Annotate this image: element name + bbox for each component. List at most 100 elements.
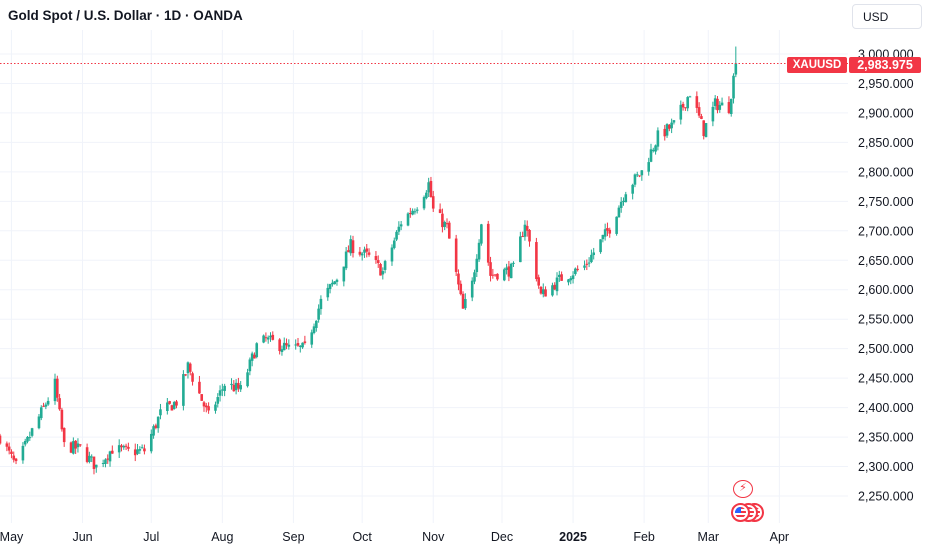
candle-body: [282, 342, 286, 351]
candle-body: [702, 120, 706, 137]
candle: [631, 183, 634, 200]
candle-body: [365, 248, 369, 252]
candle: [106, 454, 110, 464]
candle-body: [551, 285, 554, 296]
candle-body: [411, 210, 414, 215]
candle: [567, 278, 570, 286]
candle-body: [592, 252, 595, 256]
candle-body: [688, 96, 692, 98]
candle: [603, 223, 607, 241]
candle: [489, 256, 492, 282]
candle-body: [37, 416, 41, 429]
candle: [285, 338, 288, 350]
candle-body: [679, 104, 683, 120]
candle-body: [216, 397, 220, 404]
candle-body: [537, 277, 540, 286]
candle-body: [335, 279, 339, 282]
candle-body: [124, 445, 128, 447]
candle: [480, 223, 483, 246]
candle: [713, 95, 717, 110]
candle: [280, 345, 284, 356]
candle: [413, 208, 417, 215]
candle-body: [681, 103, 685, 108]
candle-body: [571, 275, 575, 280]
candle: [60, 407, 64, 432]
candle: [381, 267, 385, 280]
economic-events-flags[interactable]: [729, 503, 771, 523]
candle-series: [0, 46, 738, 475]
x-tick-label: 2025: [559, 530, 587, 544]
candle: [447, 220, 451, 239]
candle-body: [415, 209, 419, 211]
candle: [85, 443, 89, 464]
candle-body: [727, 102, 731, 113]
candle-body: [422, 197, 426, 209]
candle: [124, 443, 128, 451]
candle-body: [665, 124, 669, 136]
candle-body: [271, 334, 275, 340]
candle: [425, 190, 428, 200]
candle: [136, 443, 139, 456]
candle: [615, 216, 618, 236]
candle-body: [156, 416, 160, 429]
x-tick-label: Jul: [143, 530, 159, 544]
candle-body: [214, 404, 217, 411]
candle: [188, 362, 192, 376]
candle: [328, 283, 332, 294]
candle: [537, 274, 540, 289]
candle-body: [255, 343, 259, 358]
candle: [108, 450, 112, 467]
candle-body: [200, 394, 204, 401]
candle-body: [221, 389, 224, 391]
candle: [53, 373, 57, 405]
candle-body: [635, 174, 639, 176]
lightning-icon[interactable]: ⚡: [733, 480, 753, 498]
candle-body: [78, 444, 82, 446]
candle: [457, 269, 460, 291]
candle: [14, 457, 18, 465]
x-tick-label: Dec: [491, 530, 513, 544]
candle-body: [544, 289, 547, 297]
candle: [278, 338, 281, 355]
candle: [379, 262, 382, 276]
chart-grid: [0, 30, 848, 523]
candle-body: [640, 170, 644, 176]
candle-body: [253, 354, 256, 359]
candle-body: [317, 308, 320, 320]
candle-body: [429, 180, 433, 198]
candle-body: [60, 409, 64, 430]
candle-body: [502, 269, 506, 281]
candle-body: [239, 385, 242, 390]
candle-body: [587, 262, 591, 264]
candle: [493, 274, 497, 277]
candle-body: [615, 216, 618, 234]
candle: [663, 124, 667, 141]
currency-selector[interactable]: USD: [852, 4, 922, 29]
candle: [732, 73, 735, 104]
candle: [365, 243, 369, 258]
y-tick-label: 2,900.000: [858, 106, 914, 120]
us-flag-icon[interactable]: [731, 503, 750, 522]
candle: [700, 113, 703, 120]
candle-body: [207, 406, 210, 411]
candle-body: [590, 254, 593, 263]
candle: [39, 405, 43, 421]
x-tick-label: May: [0, 530, 24, 544]
y-tick-label: 2,650.000: [858, 254, 914, 268]
candle: [120, 443, 123, 452]
candle: [358, 247, 362, 257]
candle-body: [617, 207, 621, 218]
candle-body: [464, 299, 467, 309]
candle: [651, 147, 655, 153]
candle: [443, 220, 446, 231]
candle: [470, 277, 474, 302]
candle: [317, 304, 320, 323]
candle: [670, 118, 673, 134]
candle-body: [303, 341, 307, 343]
candle: [23, 438, 27, 447]
candle-body: [651, 149, 655, 151]
x-tick-label: Jun: [72, 530, 92, 544]
candle: [218, 385, 222, 402]
candle-body: [74, 440, 77, 449]
